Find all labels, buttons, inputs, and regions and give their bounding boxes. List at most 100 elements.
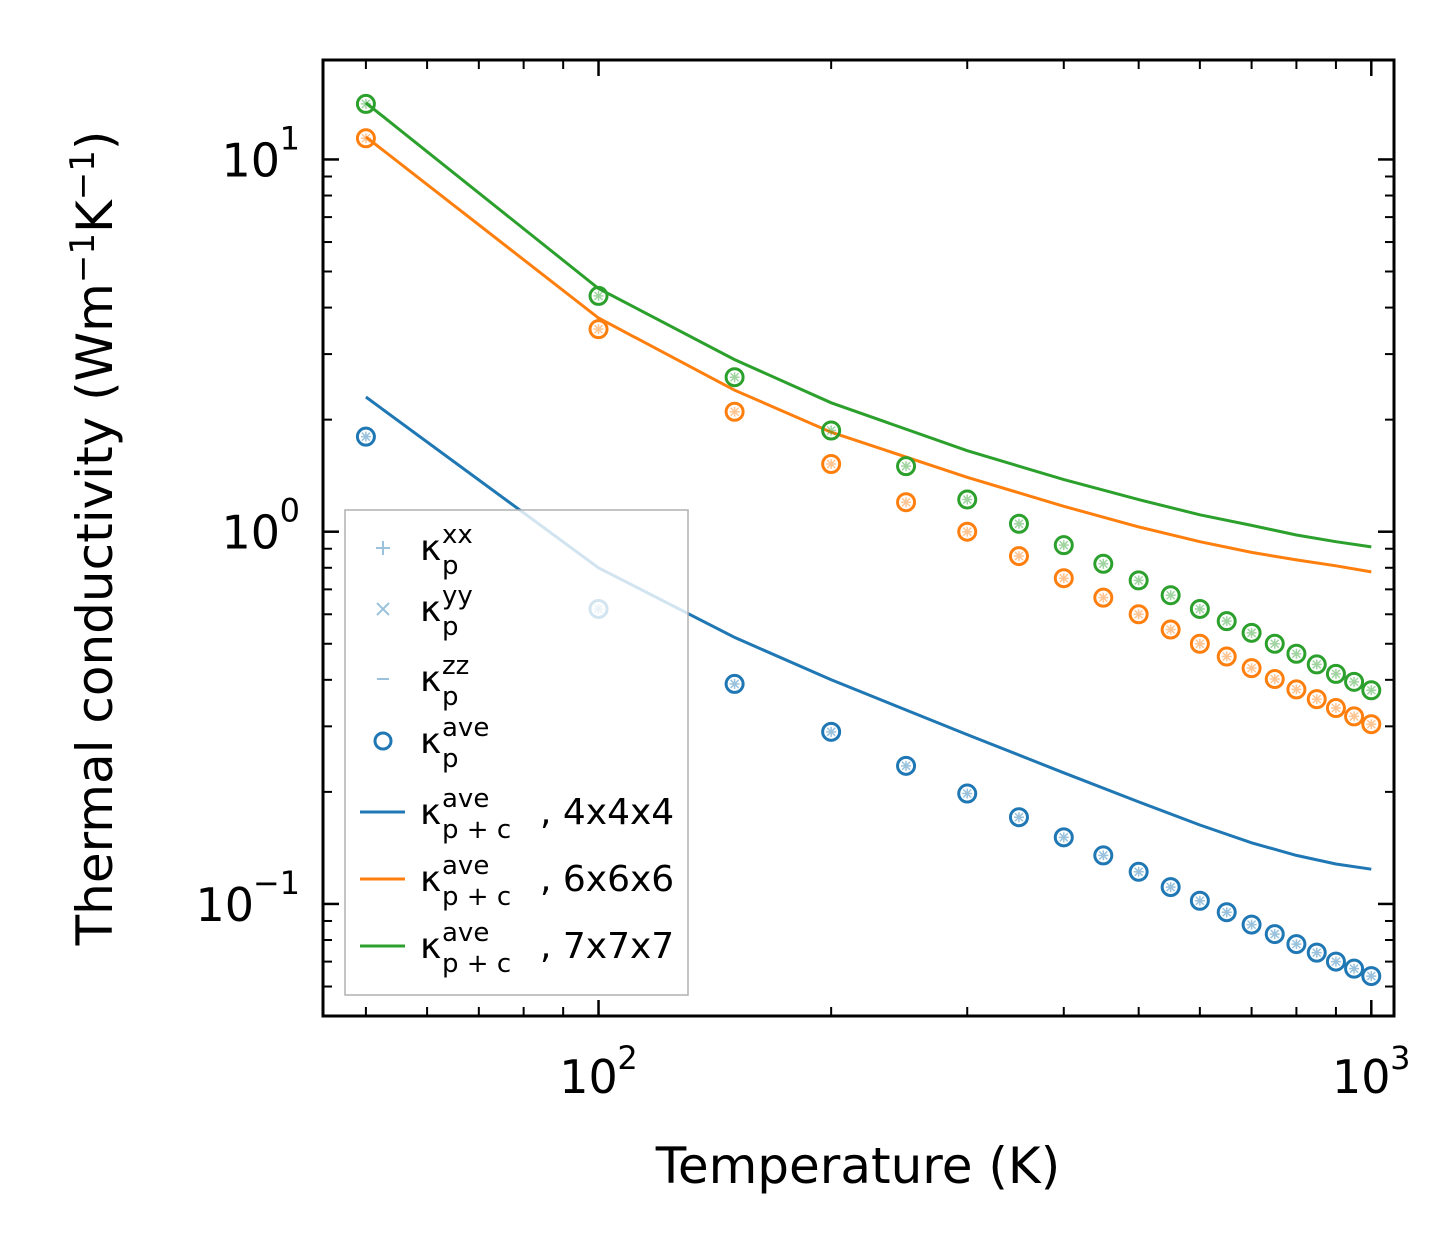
data-point-6x6x6 xyxy=(1216,646,1237,667)
svg-text:10: 10 xyxy=(221,506,280,560)
svg-text:1: 1 xyxy=(280,119,300,157)
data-point-6x6x6 xyxy=(821,454,842,475)
data-point-6x6x6 xyxy=(724,401,745,422)
data-point-7x7x7 xyxy=(355,93,376,114)
svg-text:−1: −1 xyxy=(253,864,300,902)
data-point-4x4x4 xyxy=(957,783,978,804)
series-line-6x6x6 xyxy=(364,135,1372,574)
svg-text:2: 2 xyxy=(617,1039,637,1077)
data-point-6x6x6 xyxy=(896,492,917,513)
data-point-4x4x4 xyxy=(1264,924,1285,945)
data-point-4x4x4 xyxy=(1008,807,1029,828)
series-points xyxy=(355,93,1382,987)
y-tick-label: 110 xyxy=(221,119,300,187)
x-tick-label: 10 3 xyxy=(1332,1039,1410,1104)
data-point-6x6x6 xyxy=(1189,633,1210,654)
data-point-6x6x6 xyxy=(1008,546,1029,567)
data-point-7x7x7 xyxy=(1008,513,1029,534)
x-axis-label: Temperature (K) xyxy=(655,1137,1060,1195)
data-point-4x4x4 xyxy=(1128,861,1149,882)
data-point-6x6x6 xyxy=(1286,679,1307,700)
data-point-6x6x6 xyxy=(1325,698,1346,719)
data-point-4x4x4 xyxy=(1053,827,1074,848)
data-point-4x4x4 xyxy=(1189,890,1210,911)
data-point-7x7x7 xyxy=(724,367,745,388)
svg-text:3: 3 xyxy=(1390,1039,1410,1077)
legend-entry: κave p + c, 4x4x4 xyxy=(360,784,674,845)
data-point-7x7x7 xyxy=(1325,663,1346,684)
y-tick-label: 010 xyxy=(221,492,300,560)
data-point-7x7x7 xyxy=(1264,633,1285,654)
data-point-6x6x6 xyxy=(1361,714,1382,735)
data-point-7x7x7 xyxy=(1216,611,1237,632)
data-point-4x4x4 xyxy=(1361,966,1382,987)
data-point-7x7x7 xyxy=(1286,643,1307,664)
data-point-4x4x4 xyxy=(821,721,842,742)
data-point-6x6x6 xyxy=(1128,604,1149,625)
data-point-7x7x7 xyxy=(957,489,978,510)
legend-box xyxy=(344,509,689,996)
legend-entry: κyy p xyxy=(376,581,473,642)
data-point-6x6x6 xyxy=(588,319,609,340)
data-point-7x7x7 xyxy=(1306,654,1327,675)
data-point-4x4x4 xyxy=(1286,934,1307,955)
data-point-7x7x7 xyxy=(1361,680,1382,701)
y-axis-label: Thermal conductivity (Wm−1K−1) xyxy=(63,131,124,947)
data-point-6x6x6 xyxy=(957,521,978,542)
svg-text:10: 10 xyxy=(221,133,280,187)
data-point-6x6x6 xyxy=(1093,587,1114,608)
data-point-6x6x6 xyxy=(1241,658,1262,679)
plot-frame xyxy=(321,58,1396,1018)
data-point-6x6x6 xyxy=(1306,689,1327,710)
legend-entry: κave p + c, 7x7x7 xyxy=(360,918,674,979)
data-point-6x6x6 xyxy=(1053,568,1074,589)
data-point-4x4x4 xyxy=(1216,902,1237,923)
data-point-7x7x7 xyxy=(1093,553,1114,574)
data-point-4x4x4 xyxy=(1160,877,1181,898)
y-tick-label: −110 xyxy=(195,864,300,932)
data-point-6x6x6 xyxy=(1160,619,1181,640)
series-line-7x7x7 xyxy=(364,101,1372,549)
data-point-7x7x7 xyxy=(896,456,917,477)
data-point-4x4x4 xyxy=(1306,942,1327,963)
data-point-4x4x4 xyxy=(896,755,917,776)
legend-entry: κzz p xyxy=(377,651,469,712)
data-point-6x6x6 xyxy=(1264,669,1285,690)
legend-entry: κave p xyxy=(373,713,489,774)
data-point-4x4x4 xyxy=(1241,914,1262,935)
data-point-6x6x6 xyxy=(1344,706,1365,727)
data-point-4x4x4 xyxy=(355,426,376,447)
svg-text:0: 0 xyxy=(280,492,300,530)
legend-entry: κave p + c, 6x6x6 xyxy=(360,851,674,912)
data-point-4x4x4 xyxy=(1093,845,1114,866)
svg-text:10: 10 xyxy=(195,878,254,932)
data-point-7x7x7 xyxy=(1160,585,1181,606)
data-point-6x6x6 xyxy=(355,128,376,149)
svg-text:10: 10 xyxy=(559,1050,618,1104)
x-tick-label: 10 2 xyxy=(559,1039,637,1104)
data-point-4x4x4 xyxy=(724,673,745,694)
data-point-7x7x7 xyxy=(1344,671,1365,692)
data-point-4x4x4 xyxy=(1344,958,1365,979)
data-point-7x7x7 xyxy=(1241,622,1262,643)
svg-text:10: 10 xyxy=(1332,1050,1391,1104)
data-point-7x7x7 xyxy=(1189,598,1210,619)
data-point-7x7x7 xyxy=(588,285,609,306)
legend-entry: κxx p xyxy=(376,520,473,581)
data-point-7x7x7 xyxy=(1053,535,1074,556)
data-point-7x7x7 xyxy=(1128,570,1149,591)
data-point-7x7x7 xyxy=(821,420,842,441)
data-point-4x4x4 xyxy=(1325,951,1346,972)
series-line-4x4x4 xyxy=(365,395,1372,871)
